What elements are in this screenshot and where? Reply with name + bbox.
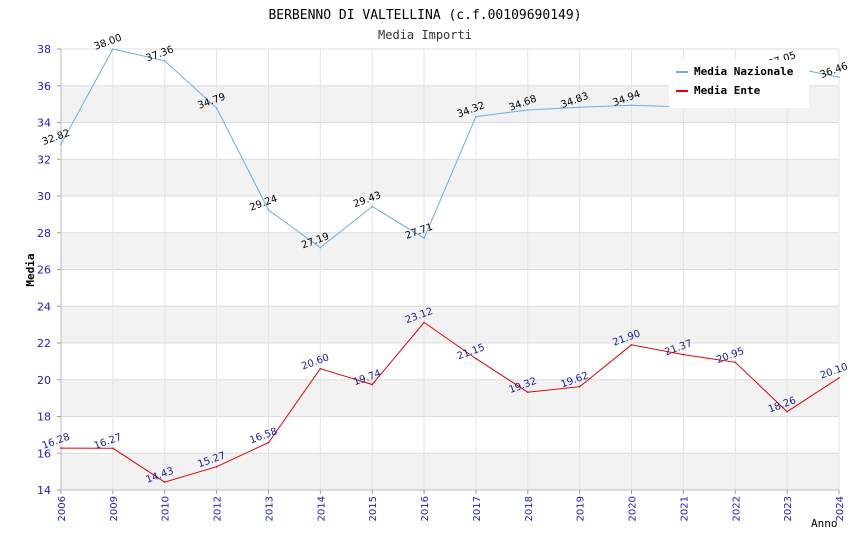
x-tick-label: 2014 <box>316 496 327 521</box>
legend-box <box>669 60 809 108</box>
data-label: 38.00 <box>93 33 124 53</box>
data-point <box>578 106 581 109</box>
data-label: 37.36 <box>145 44 176 64</box>
data-point <box>578 385 581 388</box>
x-tick-label: 2016 <box>420 496 431 521</box>
y-axis-label: Media <box>24 253 37 286</box>
x-tick-label: 2015 <box>368 496 379 521</box>
series-line-media-ente <box>60 321 840 483</box>
data-label: 21.15 <box>456 342 487 362</box>
x-tick-label: 2024 <box>835 496 846 521</box>
data-point <box>60 447 62 449</box>
x-tick-label: 2023 <box>783 496 794 521</box>
y-tick-label: 38 <box>37 43 51 56</box>
x-axis-ticks: 2006 2009 2010 2012 2013 2014 2015 2016 2017 2018… <box>57 496 846 521</box>
data-point <box>267 441 270 444</box>
x-tick-label: 2022 <box>731 496 742 521</box>
grid-band <box>61 306 839 343</box>
y-tick-label: 14 <box>37 484 51 497</box>
data-point <box>112 48 114 50</box>
data-point <box>112 447 114 450</box>
chart-title: BERBENNO DI VALTELLINA (c.f.00109690149) <box>268 8 581 23</box>
x-tick-label: 2020 <box>628 496 639 521</box>
x-tick-label: 2012 <box>213 496 224 521</box>
data-point <box>163 481 166 483</box>
data-point <box>371 205 374 208</box>
x-tick-label: 2017 <box>472 496 483 521</box>
y-tick-label: 16 <box>37 447 51 460</box>
data-label: 20.10 <box>819 361 850 381</box>
x-axis-label: Anno <box>811 517 838 530</box>
y-tick-label: 28 <box>37 227 51 240</box>
x-tick-label: 2018 <box>524 496 535 521</box>
data-point <box>630 104 633 107</box>
data-point <box>215 465 218 468</box>
data-point <box>475 115 477 118</box>
grid-band <box>61 232 839 270</box>
x-tick-label: 2021 <box>679 496 690 521</box>
y-tick-label: 32 <box>37 153 51 166</box>
data-point <box>527 109 529 111</box>
grid-bands <box>61 85 839 490</box>
data-point <box>267 209 270 211</box>
data-point <box>319 367 322 370</box>
x-tick-label: 2006 <box>57 496 68 521</box>
y-tick-label: 26 <box>37 264 51 277</box>
y-tick-label: 18 <box>37 411 51 424</box>
data-point <box>215 107 218 109</box>
data-point <box>838 76 840 79</box>
y-tick-label: 30 <box>37 190 51 203</box>
x-tick-label: 2013 <box>264 496 275 521</box>
grid-band <box>61 453 839 490</box>
data-label: 36.46 <box>819 61 850 81</box>
legend: Media Nazionale Media Ente <box>669 60 809 108</box>
data-point <box>60 143 62 145</box>
data-point <box>838 377 840 379</box>
y-tick-label: 22 <box>37 337 51 350</box>
y-tick-label: 36 <box>37 80 51 93</box>
data-point <box>163 59 166 62</box>
data-label: 32.82 <box>41 128 72 148</box>
data-point <box>682 353 685 356</box>
y-axis-ticks: 14 16 18 20 22 24 26 28 30 32 34 36 38 <box>37 43 51 497</box>
data-point <box>630 344 633 346</box>
chart-subtitle: Media Importi <box>378 28 472 42</box>
data-label: 16.28 <box>41 432 72 452</box>
data-label: 16.58 <box>248 426 279 446</box>
data-point <box>371 383 374 386</box>
y-tick-label: 24 <box>37 300 51 313</box>
grid-band <box>61 379 839 417</box>
data-point <box>734 361 737 364</box>
x-tick-label: 2009 <box>109 496 120 521</box>
x-tick-label: 2019 <box>576 496 587 521</box>
legend-label: Media Ente <box>694 84 761 97</box>
x-tick-label: 2010 <box>161 496 172 521</box>
data-label: 20.60 <box>300 352 331 372</box>
data-point <box>527 391 529 394</box>
data-point <box>475 357 477 360</box>
data-label: 20.95 <box>715 346 746 366</box>
data-point <box>423 237 425 239</box>
legend-label: Media Nazionale <box>694 65 794 78</box>
y-tick-label: 20 <box>37 374 51 387</box>
data-label: 29.24 <box>248 194 279 214</box>
data-label: 16.27 <box>93 432 124 452</box>
y-tick-label: 34 <box>37 117 51 130</box>
data-point <box>786 410 788 413</box>
data-point <box>423 321 425 324</box>
data-point <box>319 246 322 249</box>
